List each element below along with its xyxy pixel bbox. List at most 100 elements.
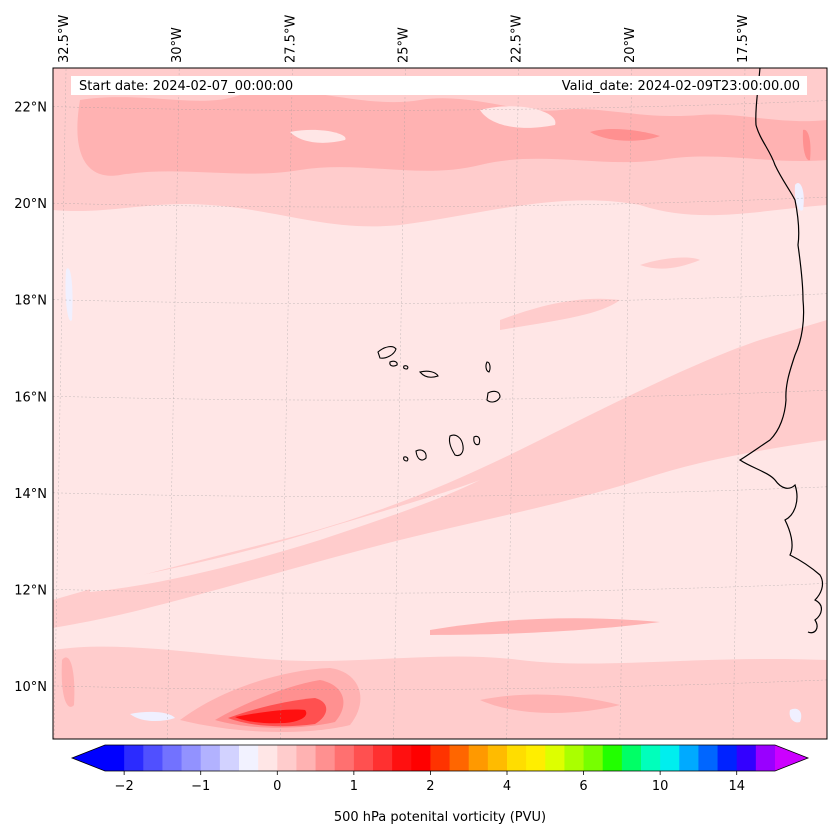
colorbar-segment: [755, 745, 776, 771]
island-santiago: [448, 434, 464, 457]
colorbar-segment: [124, 745, 144, 771]
colorbar-segment: [353, 745, 374, 771]
island-sao-nicolau: [419, 370, 439, 378]
colorbar-segment: [621, 745, 642, 771]
colorbar-segment: [296, 745, 317, 771]
lat-label: 20°N: [14, 197, 47, 212]
colorbar-segment: [717, 745, 738, 771]
colorbar-segment: [487, 745, 508, 771]
pv-contour-negative-3: [789, 708, 802, 723]
colorbar-tick-label: 14: [728, 779, 745, 794]
island-santo-antao: [377, 346, 397, 359]
colorbar-label: 500 hPa potenital vorticity (PVU): [334, 810, 546, 825]
colorbar-segment: [736, 745, 757, 771]
cape-verde-islands: [377, 346, 501, 462]
colorbar-tick-label: 1: [350, 779, 358, 794]
colorbar-tick-label: 6: [579, 779, 587, 794]
colorbar-segment: [564, 745, 585, 771]
colorbar-segment: [583, 745, 604, 771]
colorbar-segment: [143, 745, 164, 771]
colorbar-tick-label: −1: [191, 779, 210, 794]
pv-contour-diagonal-streak: [430, 618, 660, 635]
colorbar-segment: [411, 745, 432, 771]
island-sao-vicente: [389, 360, 398, 367]
island-fogo: [415, 449, 427, 461]
pv-contour-mid-streak-1: [500, 298, 620, 330]
pv-field: [53, 68, 827, 739]
date-banner: [71, 76, 807, 95]
colorbar-segment: [200, 745, 221, 771]
lat-label: 14°N: [14, 487, 47, 502]
colorbar-segment: [258, 745, 278, 771]
island-santa-luzia: [403, 365, 409, 370]
pv-contour-mid-streak-2: [640, 257, 700, 269]
island-boa-vista: [486, 390, 501, 403]
colorbar-extend-max: [775, 745, 808, 771]
latitude-labels: 22°N 20°N 18°N 16°N 14°N 12°N 10°N: [14, 101, 47, 695]
pv-contour-north-light-2: [290, 129, 346, 143]
lon-label: 30°W: [170, 27, 185, 63]
lat-label: 16°N: [14, 390, 47, 405]
colorbar-tick-label: −2: [115, 779, 134, 794]
colorbar-segment: [219, 745, 240, 771]
pv-contour-north-strong-1: [590, 129, 660, 141]
colorbar-segment: [315, 745, 336, 771]
lon-label: 25°W: [397, 27, 412, 63]
lon-label: 20°W: [623, 27, 638, 63]
colorbar-segment: [373, 745, 393, 771]
colorbar-segment: [105, 745, 125, 771]
colorbar-tick-label: 4: [503, 779, 511, 794]
colorbar-segment: [181, 745, 202, 771]
pv-contour-south-max: [235, 709, 307, 724]
colorbar-segment: [698, 745, 719, 771]
pv-contour-south-band: [53, 646, 827, 739]
lat-label: 12°N: [14, 583, 47, 598]
pv-contour-diagonal-inner: [90, 480, 480, 592]
colorbar-segment: [545, 745, 566, 771]
pv-contour-north-strong-2: [802, 129, 811, 161]
colorbar-tick-label: 0: [273, 779, 281, 794]
colorbar-segment: [392, 745, 412, 771]
colorbar-segment: [162, 745, 183, 771]
africa-coastline: [738, 68, 824, 634]
lat-label: 10°N: [14, 680, 47, 695]
colorbar-segment: [526, 745, 546, 771]
colorbar-segment: [430, 745, 451, 771]
start-date-label: Start date: 2024-02-07_00:00:00: [79, 79, 293, 94]
colorbar-segment: [449, 745, 470, 771]
island-maio: [473, 435, 481, 446]
colorbar-segment: [641, 745, 661, 771]
map-frame: [52, 67, 828, 740]
colorbar-tick-label: 2: [426, 779, 434, 794]
pv-contour-north-light-1: [480, 106, 556, 128]
longitude-labels: 32.5°W 30°W 27.5°W 25°W 22.5°W 20°W 17.5°W: [57, 15, 751, 63]
pv-contour-north-medium: [77, 90, 827, 176]
pv-contour-negative-4: [794, 182, 804, 211]
lon-label: 17.5°W: [736, 15, 751, 63]
colorbar-segment: [239, 745, 259, 771]
colorbar-segment: [507, 745, 527, 771]
colorbar-segment: [679, 745, 700, 771]
colorbar-tick-label: 10: [652, 779, 669, 794]
pv-contour-negative-1: [130, 711, 175, 722]
lat-label: 22°N: [14, 101, 47, 116]
island-brava: [403, 456, 409, 462]
colorbar: [70, 744, 810, 772]
pv-contour-negative-2: [65, 268, 73, 321]
pv-contour-south-west-edge: [61, 657, 75, 707]
colorbar-segment: [334, 745, 355, 771]
pv-contour-south-east-medium: [480, 694, 620, 714]
colorbar-extend-min: [72, 745, 105, 771]
lon-label: 22.5°W: [510, 15, 525, 63]
colorbar-segment: [602, 745, 623, 771]
lat-label: 18°N: [14, 294, 47, 309]
lon-label: 27.5°W: [283, 15, 298, 63]
colorbar-ticks: −2 −1 0 1 2 4 6 10 14: [115, 771, 745, 794]
colorbar-segment: [468, 745, 489, 771]
island-sal: [485, 361, 491, 373]
colorbar-outline: [70, 744, 810, 772]
colorbar-segment: [277, 745, 298, 771]
lon-label: 32.5°W: [57, 15, 72, 63]
valid-date-label: Valid_date: 2024-02-09T23:00:00.00: [562, 79, 800, 94]
